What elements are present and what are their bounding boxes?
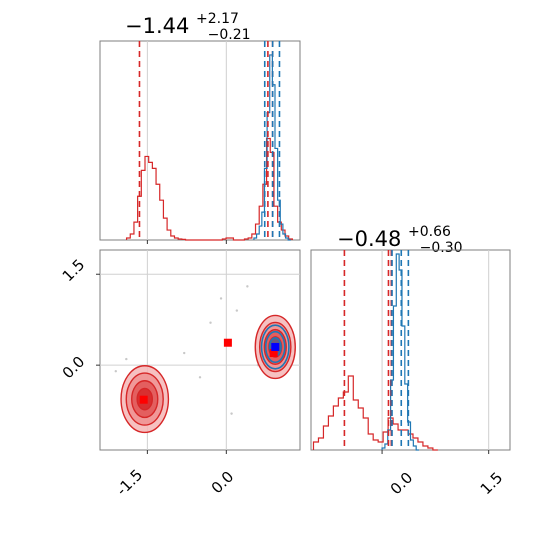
title-param2-value: −0.48 bbox=[337, 227, 401, 251]
xtick-label-p2-1: 1.5 bbox=[477, 469, 507, 499]
title-param1: −1.44 +2.17 −0.21 bbox=[125, 4, 251, 43]
contour-outlier-point-1 bbox=[235, 309, 239, 312]
title-param1-sub: −0.21 bbox=[208, 27, 251, 43]
contour-outlier-point-0 bbox=[219, 297, 223, 300]
xtick-label-c-1: 0.0 bbox=[208, 468, 238, 498]
contour-outlier-point-6 bbox=[125, 357, 128, 361]
ytick-label-c-0: 0.0 bbox=[59, 353, 89, 383]
panel-hist-param2-frame bbox=[310, 249, 511, 451]
contour-outlier-point-3 bbox=[246, 285, 249, 288]
contour-outlier-point-4 bbox=[183, 351, 186, 355]
contour-outlier-point-2 bbox=[209, 321, 212, 324]
xtick-label-c-0: -1.5 bbox=[113, 466, 146, 499]
hist-param2-series-1-step bbox=[381, 253, 420, 451]
contour-outlier-point-7 bbox=[198, 376, 202, 379]
panel-contour: -1.5 0.0 0.0 1.5 bbox=[59, 249, 301, 499]
xtick-label-p2-0: 0.0 bbox=[387, 469, 417, 499]
contour-marker-red-0 bbox=[139, 395, 148, 404]
contour-marker-red-1 bbox=[223, 338, 232, 347]
panel-contour-frame bbox=[99, 249, 301, 451]
contour-marker-blue-3 bbox=[271, 342, 280, 351]
hist-param2-series-0-step bbox=[312, 375, 438, 451]
ytick-label-c-1: 1.5 bbox=[59, 256, 89, 286]
panel-hist-param1 bbox=[99, 40, 301, 244]
contour-blue-blob-0-level-0 bbox=[260, 324, 290, 370]
hist-param1-series-0-step bbox=[125, 137, 293, 241]
title-param1-value: −1.44 bbox=[125, 14, 189, 38]
panel-hist-param2: 0.0 1.5 bbox=[310, 249, 511, 499]
contour-marker-red-2 bbox=[269, 349, 278, 358]
contour-outlier-point-8 bbox=[230, 412, 233, 415]
title-param1-sup: +2.17 bbox=[196, 11, 239, 27]
title-param2: −0.48 +0.66 −0.30 bbox=[337, 217, 463, 256]
title-param2-sup: +0.66 bbox=[408, 224, 451, 240]
title-param2-sub: −0.30 bbox=[420, 240, 463, 256]
contour-outlier-point-9 bbox=[114, 370, 117, 373]
contour-blue-blob-0-level-1 bbox=[264, 330, 286, 364]
